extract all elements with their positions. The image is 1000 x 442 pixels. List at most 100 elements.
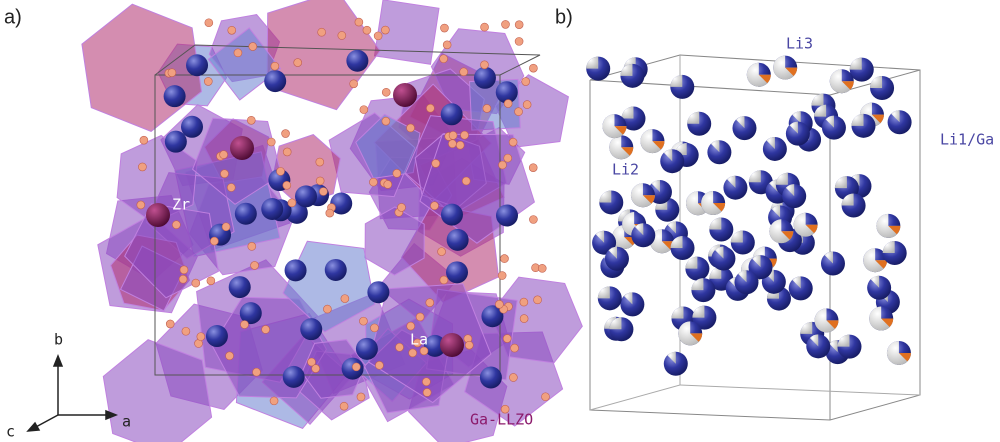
oxygen [459,67,468,77]
oxygen [359,105,369,114]
occupancy-wedge [771,205,781,218]
oxygen [437,247,446,256]
occupancy-wedge [792,276,801,289]
oxygen [359,316,368,326]
oxygen [415,312,425,322]
li-atom [631,223,656,248]
occupancy-wedge [758,74,771,84]
li-atom [748,255,773,280]
oxygen [498,160,507,170]
occupancy-wedge [663,149,673,162]
axes-triad [26,353,119,432]
occupancy-wedge [789,121,798,134]
occupancy-wedge [667,221,676,234]
arrowhead [26,421,41,432]
oxygen [522,100,532,109]
occupancy-wedge [642,195,655,204]
occupancy-wedge [685,256,698,269]
li-atom [711,246,736,271]
oxygen [179,265,189,275]
atom [180,115,203,138]
occupancy-wedge [667,351,676,364]
polyhedron [81,3,203,132]
li-atom [649,229,674,254]
occupancy-wedge [621,106,634,119]
oxygen [373,31,383,41]
li-atom [886,340,911,365]
occupancy-wedge [738,270,747,283]
oxygen [276,167,285,176]
oxygen [354,17,364,27]
oxygen [503,99,513,108]
oxygen [220,169,229,179]
oxygen [426,103,435,113]
occupancy-wedge [824,251,833,264]
occupancy-wedge [614,126,627,135]
atom [324,258,347,281]
oxygen [181,326,191,336]
li-atom [773,55,798,80]
li-atom [782,184,807,209]
li-atom [769,219,794,244]
oxygen [395,342,404,352]
oxygen [311,364,320,373]
occupancy-wedge [766,136,775,149]
oxygen [362,25,372,35]
oxygen [439,275,449,285]
occupancy-wedge [837,334,850,347]
oxygen [514,20,524,29]
oxygen [370,323,379,333]
occupancy-wedge [781,231,794,240]
li-atom [678,321,703,346]
oxygen [503,153,513,163]
occupancy-wedge [829,340,838,353]
occupancy-wedge [623,292,633,305]
oxygen [250,261,259,270]
li-atom [592,230,617,255]
oxygen [541,392,550,402]
polyhedron [364,206,425,276]
li-atom [806,334,831,359]
atom [440,103,463,126]
li-atom [609,135,634,160]
occupancy-wedge [871,114,884,124]
oxygen [282,147,292,157]
oxygen [480,22,489,32]
atom [495,204,518,227]
structure-a [81,0,583,442]
polyhedron [102,339,213,442]
occupancy-wedge [829,69,854,94]
axis-label: c [6,423,15,441]
oxygen [430,201,439,211]
li-atom [837,334,862,359]
atom [440,203,463,226]
panel-label: a) [4,6,22,28]
oxygen [204,18,214,28]
oxygen [248,42,258,51]
polyhedron [282,240,376,333]
li-atom [723,175,748,200]
oxygen [317,27,326,37]
li-atom [670,236,695,261]
oxygen [136,200,146,210]
li-atom [867,275,892,300]
oxygen [167,68,177,77]
occupancy-wedge [671,306,684,319]
oxygen [455,140,465,150]
occupancy-wedge [888,225,901,235]
li-atom [887,110,912,135]
oxygen [240,320,249,329]
oxygen [509,373,518,382]
atom [393,83,417,107]
cell-edge [154,44,541,76]
oxygen [408,348,417,358]
site-label: Li1/Ga [940,131,994,149]
li-atom [870,75,895,100]
oxygen [337,31,347,40]
occupancy-wedge [800,321,813,334]
oxygen [352,362,361,372]
atom [234,202,257,225]
oxygen [138,162,147,172]
occupancy-wedge [715,246,724,259]
occupancy-wedge [769,179,778,192]
